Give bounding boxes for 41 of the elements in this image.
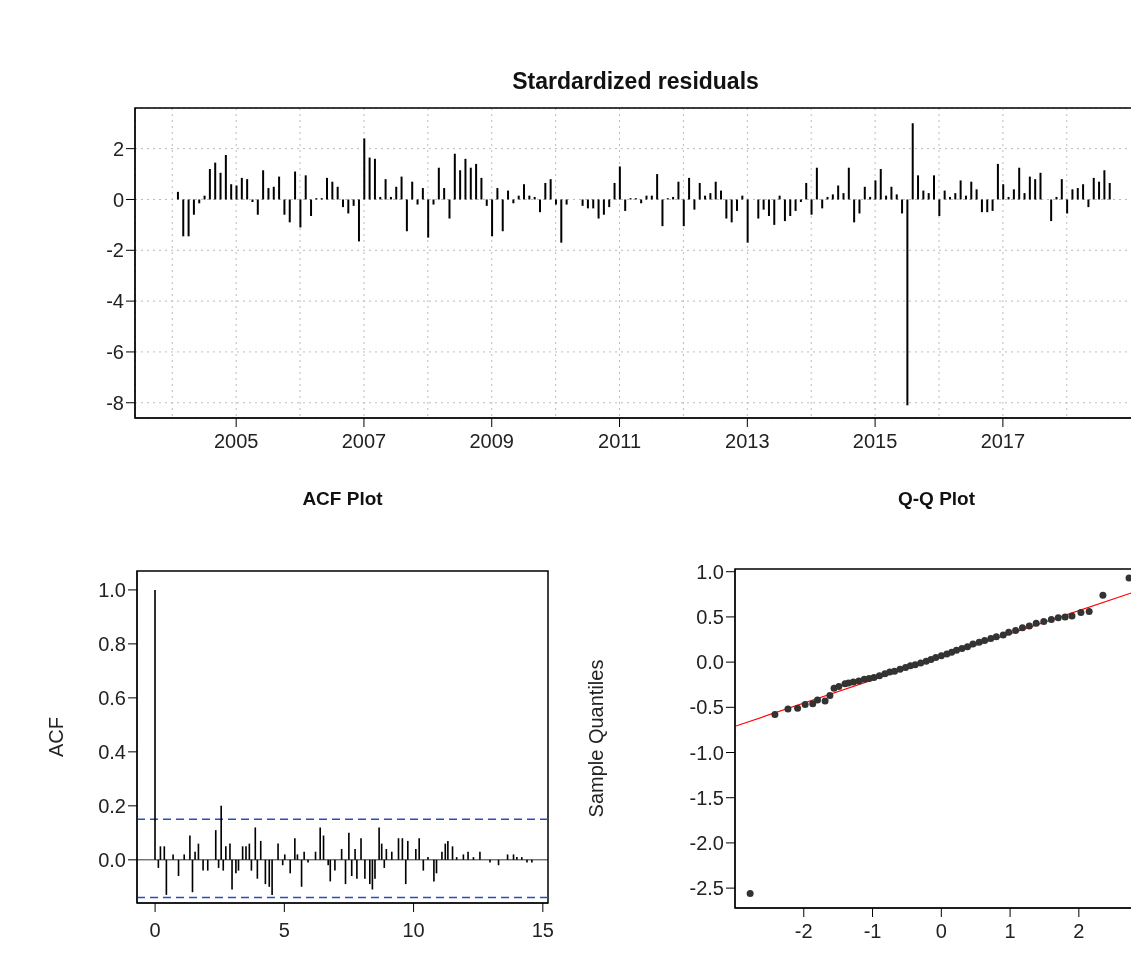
y-tick-label: 0.5 — [696, 606, 724, 629]
x-tick-label: -2 — [794, 920, 813, 942]
y-tick-label: -1.0 — [689, 741, 724, 764]
x-tick-label: 1 — [1004, 920, 1016, 942]
chart-title: ACF Plot — [301, 488, 384, 510]
chart-title: Q-Q Plot — [896, 488, 977, 510]
y-tick-label: -0.5 — [689, 696, 724, 719]
y-tick-label: 0.2 — [98, 794, 126, 817]
y-tick-label: -2 — [106, 239, 124, 262]
y-tick-label: 0.6 — [98, 686, 126, 709]
x-tick-label: 2017 — [980, 430, 1026, 452]
y-tick-label: -2.5 — [689, 877, 724, 900]
x-tick-label: 15 — [531, 919, 554, 941]
x-tick-label: 2009 — [469, 430, 514, 452]
x-tick-label: 10 — [402, 919, 425, 941]
x-tick-label: 2011 — [598, 430, 642, 452]
x-tick-label: 2013 — [725, 430, 770, 452]
x-tick-label: 0 — [149, 919, 161, 941]
y-tick-label: 0 — [112, 188, 124, 211]
x-tick-label: 2015 — [852, 430, 898, 452]
y-tick-label: -4 — [106, 290, 124, 313]
x-tick-label: -1 — [863, 920, 882, 942]
y-tick-label: 1.0 — [98, 578, 126, 601]
y-tick-label: 0.8 — [98, 632, 126, 655]
y-tick-label: -2.0 — [689, 832, 724, 855]
y-tick-label: 0.0 — [696, 651, 724, 674]
y-tick-label: -8 — [106, 391, 124, 414]
y-tick-label: -1.5 — [689, 786, 724, 809]
x-tick-label: 5 — [278, 919, 290, 941]
y-axis-title: Sample Quantiles — [585, 659, 608, 818]
y-tick-label: 0.4 — [98, 740, 126, 763]
x-tick-label: 0 — [935, 920, 947, 942]
y-tick-label: 1.0 — [696, 560, 724, 583]
x-tick-label: 2007 — [341, 430, 387, 452]
y-tick-label: 2 — [112, 137, 124, 160]
chart-title: Stardardized residuals — [511, 68, 760, 95]
x-tick-label: 2005 — [213, 430, 259, 452]
y-tick-label: -6 — [106, 341, 124, 364]
y-tick-label: 0.0 — [98, 848, 126, 871]
x-tick-label: 2 — [1073, 920, 1085, 942]
y-axis-title: ACF — [45, 717, 68, 757]
